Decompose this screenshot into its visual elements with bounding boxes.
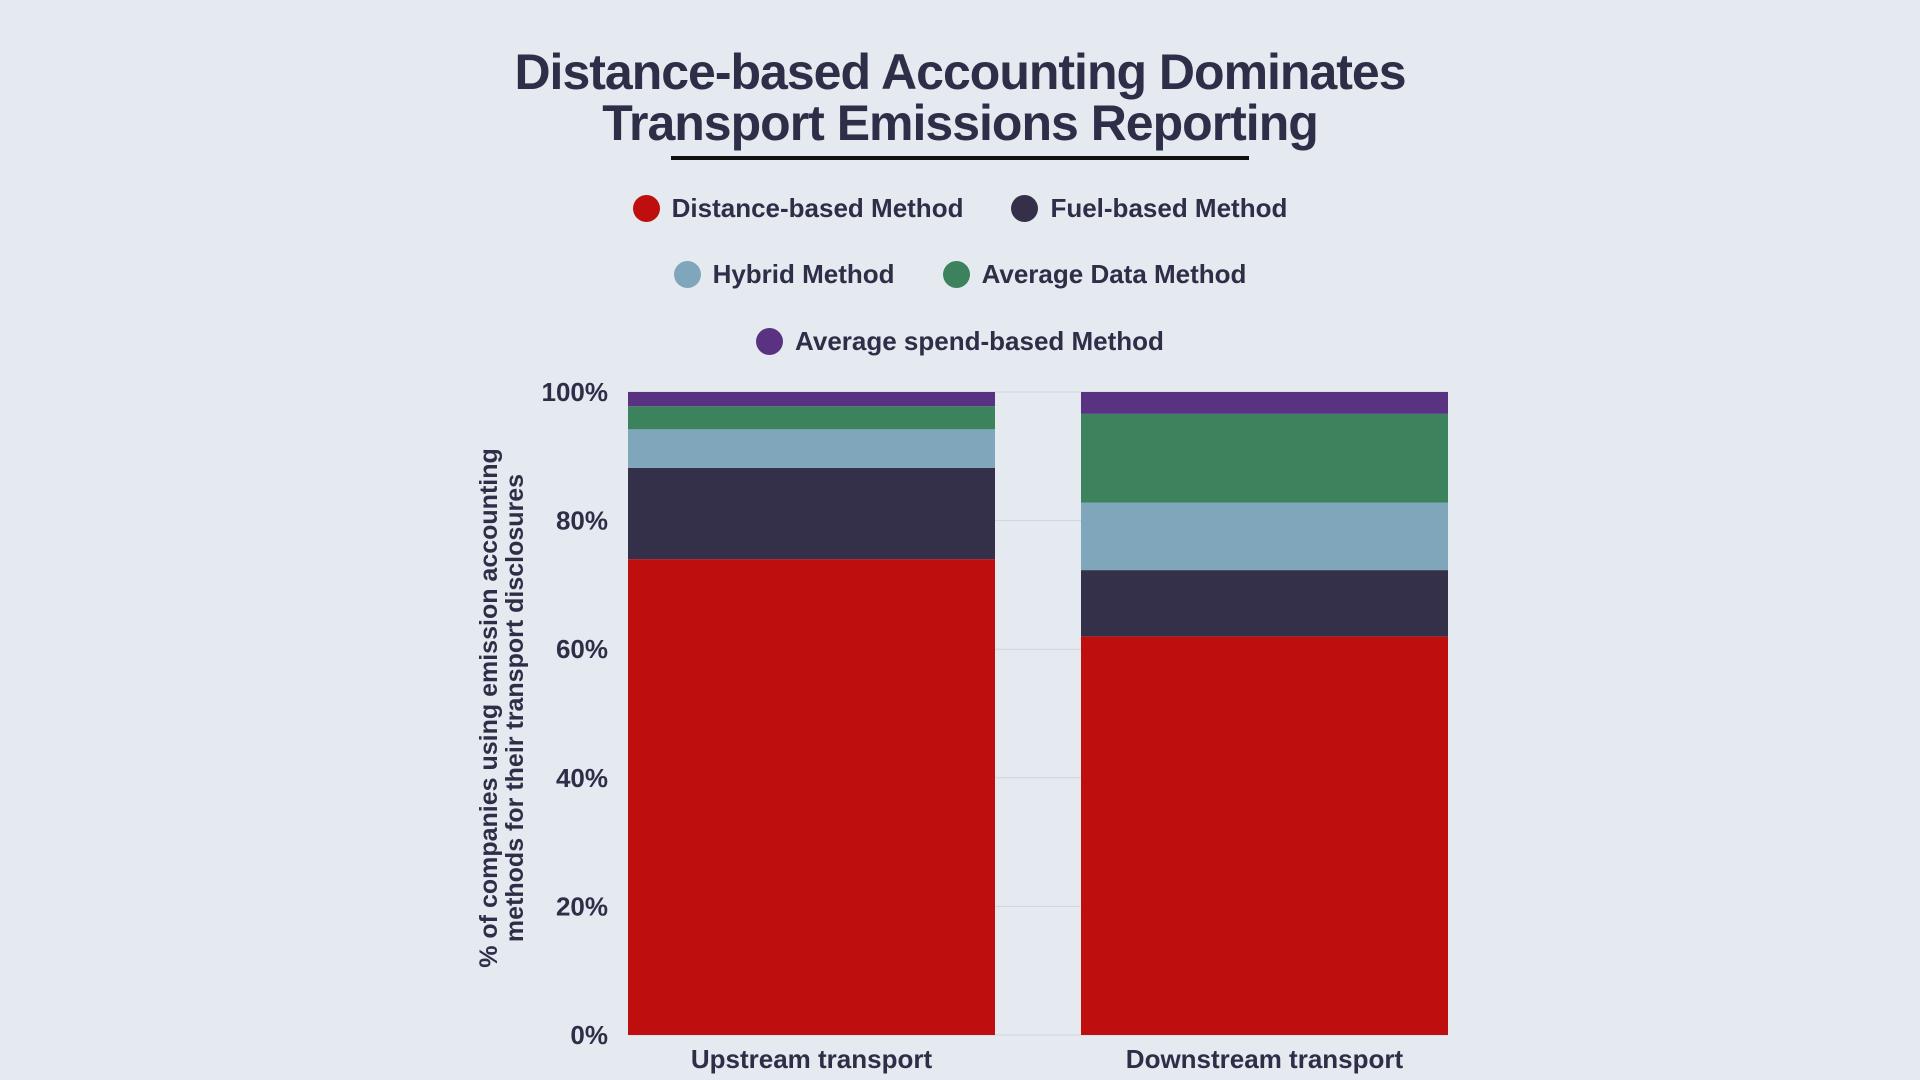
legend-label-hybrid: Hybrid Method (712, 259, 895, 289)
legend-label-distance-based: Distance-based Method (671, 193, 964, 223)
legend-swatch-average-spend-based (756, 328, 784, 355)
legend-swatch-hybrid (673, 261, 701, 288)
legend-row-2: Hybrid Method Average Data Method (0, 259, 1920, 290)
bar-segment-hybrid-method[interactable] (628, 429, 995, 468)
chart-title-line-2: Transport Emissions Reporting (602, 95, 1319, 151)
bar-segment-fuel-based-method[interactable] (1081, 570, 1448, 637)
y-tick-label: 80% (556, 506, 608, 536)
bar-segment-distance-based-method[interactable] (1081, 636, 1448, 1035)
y-tick-label: 100% (542, 377, 609, 407)
y-axis-label-line-2: methods for their transport disclosures (501, 474, 529, 942)
y-tick-label: 60% (556, 634, 608, 664)
x-category-labels: Upstream transport Downstream transport (691, 1044, 1404, 1074)
legend-item-fuel-based[interactable]: Fuel-based Method (1011, 193, 1287, 224)
legend-item-average-data[interactable]: Average Data Method (942, 259, 1247, 290)
legend-label-average-spend-based: Average spend-based Method (795, 326, 1164, 356)
legend-label-fuel-based: Fuel-based Method (1050, 193, 1288, 223)
y-tick-label: 20% (556, 891, 608, 921)
bars (628, 392, 1448, 1035)
legend-item-hybrid[interactable]: Hybrid Method (673, 259, 895, 290)
y-tick-label: 0% (570, 1020, 608, 1050)
legend-row-3: Average spend-based Method (0, 326, 1920, 357)
legend-label-average-data: Average Data Method (981, 259, 1247, 289)
y-tick-labels: 0% 20% 40% 60% 80% 100% (542, 377, 609, 1050)
legend-swatch-distance-based (632, 195, 660, 222)
x-category-label: Downstream transport (1126, 1044, 1404, 1074)
legend-item-distance-based[interactable]: Distance-based Method (632, 193, 964, 224)
y-tick-label: 40% (556, 763, 608, 793)
y-axis-label-line-1: % of companies using emission accounting (475, 448, 503, 968)
bar-segment-average-spend-based-method[interactable] (1081, 392, 1448, 414)
title-underline (671, 156, 1249, 160)
bar-segment-average-data-method[interactable] (628, 406, 995, 430)
legend-swatch-fuel-based (1011, 195, 1039, 222)
bar-segment-distance-based-method[interactable] (628, 559, 995, 1035)
x-category-label: Upstream transport (691, 1044, 933, 1074)
chart-title-line-1: Distance-based Accounting Dominates (514, 44, 1406, 100)
legend-row-1: Distance-based Method Fuel-based Method (0, 193, 1920, 224)
bar-segment-average-spend-based-method[interactable] (628, 392, 995, 407)
legend-item-average-spend-based[interactable]: Average spend-based Method (756, 326, 1164, 357)
bar-segment-average-data-method[interactable] (1081, 413, 1448, 503)
bar-segment-hybrid-method[interactable] (1081, 502, 1448, 571)
bar-segment-fuel-based-method[interactable] (628, 467, 995, 560)
legend-swatch-average-data (942, 261, 970, 288)
